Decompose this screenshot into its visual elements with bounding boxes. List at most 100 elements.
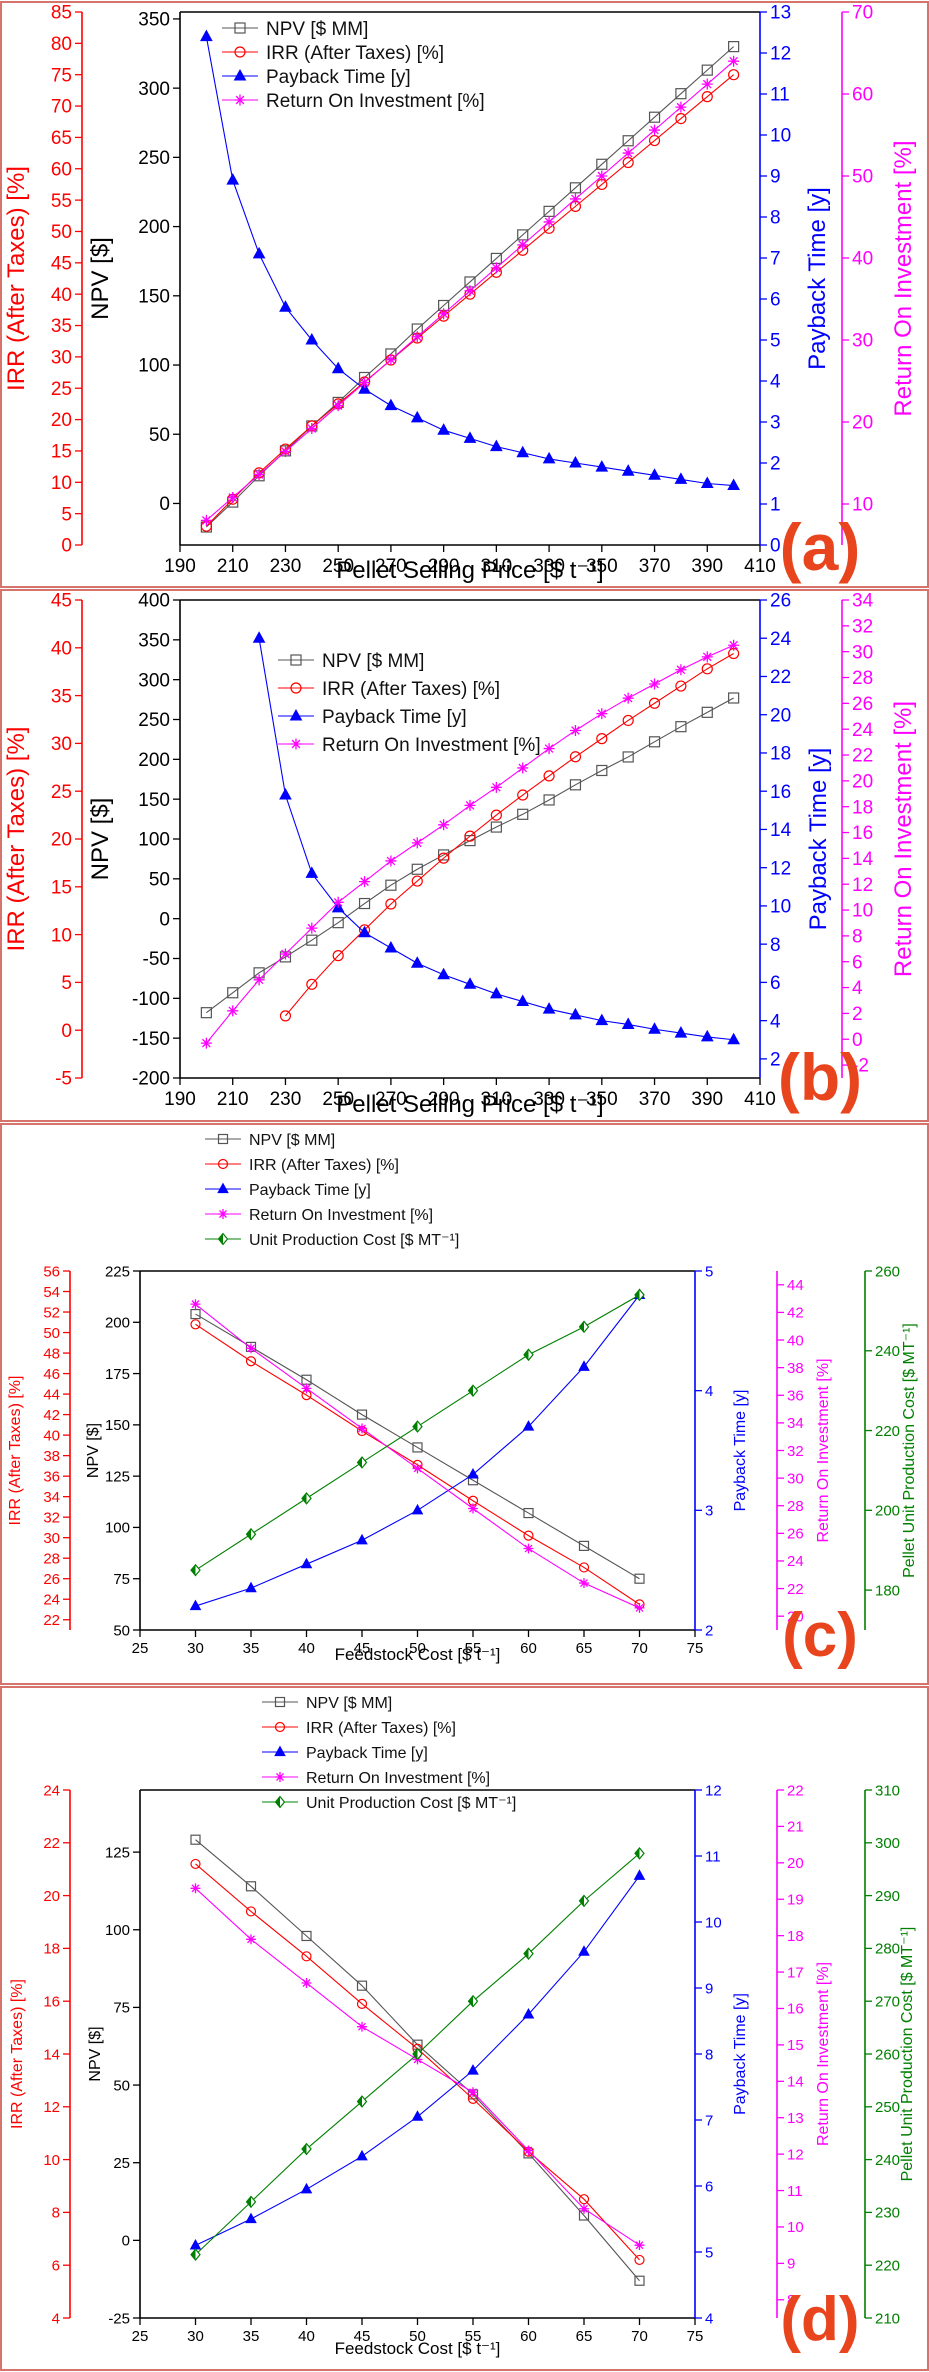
y-axis-label-roi: Return On Investment [%] <box>890 701 917 977</box>
data-point-upc-fill <box>302 2143 307 2155</box>
data-point-roi <box>728 55 740 67</box>
y-tick-label-roi: 19 <box>787 1891 804 1908</box>
y-tick-label-pb: 3 <box>770 413 781 434</box>
y-tick-label-irr: 20 <box>51 410 72 431</box>
y-tick-label-irr: 20 <box>43 1888 60 1905</box>
data-point-roi <box>246 1934 256 1945</box>
y-tick-label-pb: 4 <box>770 1011 781 1032</box>
y-tick-label-roi: 9 <box>787 2256 795 2273</box>
x-tick-label: 50 <box>409 1640 426 1657</box>
data-point-npv <box>675 88 687 100</box>
x-tick-label: 410 <box>744 1089 776 1110</box>
legend-marker <box>234 94 246 106</box>
legend-label: Payback Time [y] <box>306 1745 428 1762</box>
x-tick-label: 350 <box>586 556 618 577</box>
y-tick-label-npv: -50 <box>143 949 170 970</box>
y-tick-label-irr: 5 <box>61 973 72 994</box>
y-tick-label-pb: 5 <box>705 2244 713 2261</box>
y-tick-label-upc: 280 <box>875 1941 900 1958</box>
y-tick-label-npv: 100 <box>138 830 170 851</box>
data-point-pb <box>305 332 319 345</box>
data-point-roi <box>468 1503 478 1514</box>
x-tick-label: 390 <box>691 556 723 577</box>
y-tick-label-roi: 4 <box>852 978 863 999</box>
y-tick-label-irr: 48 <box>43 1345 60 1362</box>
y-tick-label-pb: 12 <box>705 1782 722 1799</box>
x-tick-label: 35 <box>243 1640 260 1657</box>
data-point-npv <box>356 1409 368 1420</box>
legend-label: IRR (After Taxes) [%] <box>266 43 444 64</box>
y-tick-label-roi: 32 <box>787 1443 804 1460</box>
y-tick-label-roi: -2 <box>852 1056 869 1077</box>
x-tick-label: 50 <box>409 2328 426 2345</box>
data-point-npv <box>596 764 608 777</box>
y-tick-label-npv: 75 <box>113 2000 130 2017</box>
y-tick-label-roi: 60 <box>852 85 873 106</box>
y-tick-label-npv: 50 <box>113 1622 130 1639</box>
x-tick-label: 330 <box>533 556 565 577</box>
x-tick-label: 270 <box>375 1089 407 1110</box>
y-tick-label-roi: 20 <box>787 1855 804 1872</box>
data-point-pb <box>358 382 371 394</box>
y-axis-label-irr: IRR (After Taxes) [%] <box>3 166 30 391</box>
y-tick-label-roi: 14 <box>852 849 874 870</box>
legend-label: Unit Production Cost [$ MT⁻¹] <box>306 1795 516 1812</box>
data-point-pb <box>411 1503 424 1515</box>
y-tick-label-irr: 26 <box>43 1571 60 1588</box>
y-tick-label-irr: 55 <box>51 191 72 212</box>
y-tick-label-irr: 45 <box>51 253 72 274</box>
y-tick-label-npv: -100 <box>132 989 170 1010</box>
data-point-pb <box>595 1013 609 1026</box>
y-tick-label-upc: 300 <box>875 1835 900 1852</box>
y-tick-label-irr: 25 <box>51 782 72 803</box>
data-point-pb <box>578 1945 590 1956</box>
panel-border <box>0 1 929 588</box>
y-tick-label-roi: 18 <box>852 797 873 818</box>
y-axis-label-npv: NPV [$] <box>87 2026 104 2081</box>
series-line-pb <box>195 1294 640 1607</box>
y-tick-label-roi: 30 <box>787 1470 804 1487</box>
data-point-pb <box>245 2212 257 2224</box>
y-tick-label-roi: 2 <box>852 1004 863 1025</box>
data-point-pb <box>437 423 450 435</box>
y-tick-label-irr: 30 <box>51 348 72 369</box>
data-point-roi <box>306 922 318 934</box>
y-tick-label-roi: 6 <box>852 952 863 973</box>
x-tick-label: 210 <box>217 1089 249 1110</box>
data-point-pb <box>700 476 714 488</box>
legend-marker <box>234 46 246 58</box>
y-tick-label-npv: 50 <box>149 869 170 890</box>
y-tick-label-pb: 5 <box>770 331 781 352</box>
data-point-pb <box>595 460 609 472</box>
data-point-npv <box>728 41 740 53</box>
data-point-npv <box>411 863 423 875</box>
y-tick-label-npv: 100 <box>105 1922 130 1939</box>
y-tick-label-npv: 350 <box>138 630 170 651</box>
x-tick-label: 55 <box>465 2328 482 2345</box>
data-point-npv <box>190 1308 201 1320</box>
data-point-roi <box>701 651 713 663</box>
y-tick-label-roi: 42 <box>787 1305 804 1322</box>
data-point-pb <box>252 246 266 259</box>
data-point-irr <box>279 1010 292 1022</box>
y-tick-label-roi: 0 <box>852 1030 863 1051</box>
y-tick-label-irr: 5 <box>61 504 72 525</box>
data-point-irr <box>190 1319 201 1330</box>
data-point-pb <box>542 451 556 464</box>
data-point-irr <box>701 91 713 103</box>
y-tick-label-irr: 24 <box>43 1591 60 1608</box>
y-tick-label-npv: -150 <box>132 1029 170 1050</box>
data-point-roi <box>412 1463 423 1474</box>
data-point-upc-fill <box>413 1421 418 1432</box>
y-tick-label-irr: 60 <box>51 159 72 180</box>
data-point-roi <box>634 1602 645 1613</box>
data-point-pb <box>621 1017 635 1029</box>
y-tick-label-upc: 200 <box>875 1503 900 1520</box>
x-tick-label: 25 <box>132 1640 149 1657</box>
y-tick-label-upc: 230 <box>875 2205 900 2222</box>
data-point-npv <box>412 1442 423 1453</box>
data-point-npv <box>332 917 344 929</box>
y-tick-label-irr: 40 <box>43 1427 60 1444</box>
chart-panel-2: 190 210 230 250 270 290 310 330 350 370 390 410Pell… <box>0 589 929 1122</box>
y-tick-label-irr: 15 <box>51 442 72 463</box>
